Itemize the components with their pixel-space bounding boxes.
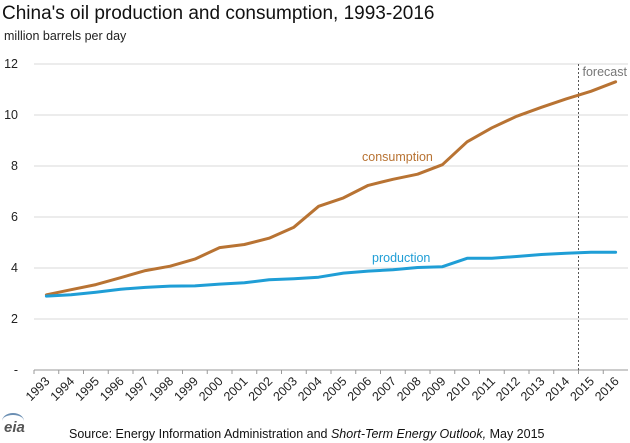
- x-tick-label-2011: 2011: [469, 374, 498, 403]
- x-tick-label-2002: 2002: [246, 374, 276, 404]
- chart-subtitle: million barrels per day: [4, 29, 127, 43]
- x-tick-label-2015: 2015: [567, 374, 597, 404]
- production-line: [44, 250, 618, 298]
- source-prefix: Source: Energy Information Administratio…: [69, 427, 331, 441]
- x-tick-label-2014: 2014: [543, 374, 573, 404]
- y-tick-label-4: 4: [11, 261, 18, 275]
- forecast-marker: forecast: [578, 64, 628, 370]
- eia-logo-arc: [2, 413, 24, 429]
- y-tick-label-10: 10: [4, 108, 18, 122]
- chart-title: China's oil production and consumption, …: [2, 3, 435, 24]
- consumption-label: consumption: [362, 150, 433, 164]
- source-note: Source: Energy Information Administratio…: [69, 427, 545, 441]
- y-tick-label-2: 2: [11, 312, 18, 326]
- x-tick-label-2006: 2006: [345, 374, 375, 404]
- x-tick-label-2013: 2013: [518, 374, 548, 404]
- source-italic: Short-Term Energy Outlook,: [330, 427, 487, 441]
- x-tick-label-1999: 1999: [171, 374, 201, 404]
- production-label: production: [372, 251, 430, 265]
- x-tick-label-2007: 2007: [369, 374, 399, 404]
- x-tick-label-1998: 1998: [147, 374, 177, 404]
- x-axis-ticks: 1993199419951996199719981999200020012002…: [23, 370, 622, 404]
- series-lines: [44, 80, 618, 298]
- x-tick-label-2010: 2010: [444, 374, 474, 404]
- x-tick-label-2001: 2001: [221, 374, 251, 404]
- y-tick-label-12: 12: [4, 57, 18, 71]
- x-tick-label-1994: 1994: [48, 374, 78, 404]
- consumption-line: [44, 80, 618, 297]
- x-tick-label-1995: 1995: [72, 374, 102, 404]
- y-tick-label-0: -: [14, 363, 18, 377]
- y-axis-ticks: - 2 4 6 8 10 12: [4, 57, 18, 377]
- source-suffix: May 2015: [486, 427, 545, 441]
- eia-logo: eia: [4, 419, 25, 436]
- footer: eia Source: Energy Information Administr…: [0, 413, 630, 443]
- forecast-label: forecast: [583, 65, 628, 79]
- x-tick-label-2016: 2016: [592, 374, 622, 404]
- x-tick-label-2009: 2009: [419, 374, 449, 404]
- x-tick-label-2005: 2005: [320, 374, 350, 404]
- x-tick-label-2008: 2008: [394, 374, 424, 404]
- x-tick-label-2000: 2000: [196, 374, 226, 404]
- y-tick-label-8: 8: [11, 159, 18, 173]
- x-tick-label-2003: 2003: [270, 374, 300, 404]
- x-tick-label-1996: 1996: [97, 374, 127, 404]
- x-tick-label-2012: 2012: [493, 374, 523, 404]
- x-tick-label-2004: 2004: [295, 374, 325, 404]
- y-tick-label-6: 6: [11, 210, 18, 224]
- series-labels: consumption production: [362, 150, 433, 265]
- x-tick-label-1993: 1993: [23, 374, 53, 404]
- x-tick-label-1997: 1997: [122, 374, 152, 404]
- grid-lines: [34, 63, 628, 371]
